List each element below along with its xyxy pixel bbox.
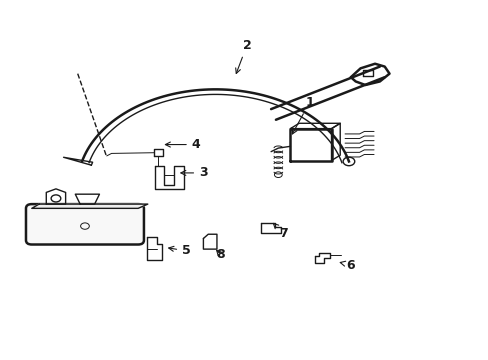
Text: 4: 4 [165,138,200,151]
Text: 3: 3 [181,166,207,179]
FancyBboxPatch shape [26,204,143,244]
Polygon shape [32,204,147,208]
Text: 6: 6 [340,258,354,271]
Text: 1: 1 [292,95,313,134]
Text: 5: 5 [168,244,190,257]
Text: 2: 2 [235,39,251,73]
Text: 8: 8 [216,248,224,261]
Text: 7: 7 [273,224,287,240]
